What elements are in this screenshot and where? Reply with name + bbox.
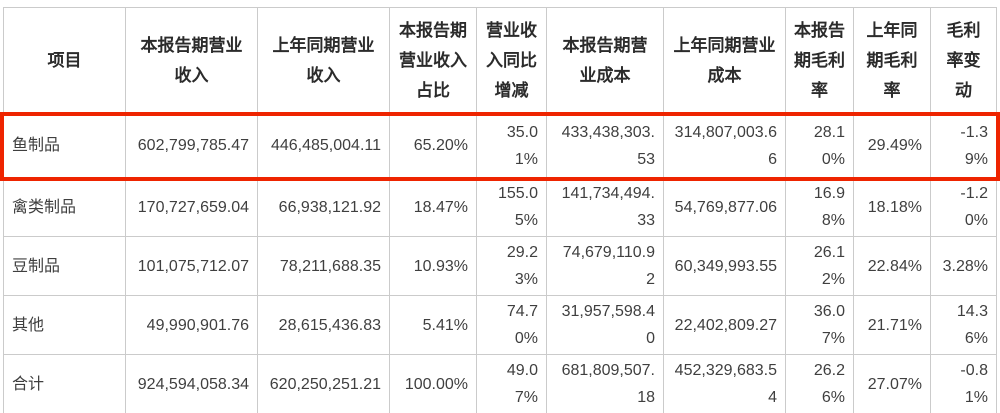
table-cell: 27.07% [853,354,931,413]
column-header-current-margin: 本报告期毛利率 [785,7,854,114]
table-cell: 74,679,110.92 [546,236,664,296]
table-cell: 29.23% [476,236,547,296]
table-row-fish: 鱼制品 602,799,785.47 446,485,004.11 65.20%… [3,113,997,178]
row-label: 禽类制品 [3,177,126,237]
table-cell: 681,809,507.18 [546,354,664,413]
table-cell: 21.71% [853,295,931,355]
table-cell: 26.26% [785,354,854,413]
segment-revenue-table: 项目 本报告期营业收入 上年同期营业收入 本报告期营业收入占比 营业收入同比增减… [3,7,997,413]
table-cell: 100.00% [389,354,477,413]
column-header-item: 项目 [3,7,126,114]
table-cell: 433,438,303.53 [546,113,664,178]
table-cell: 28.10% [785,113,854,178]
table-cell: 28,615,436.83 [257,295,390,355]
table-row-total: 合计 924,594,058.34 620,250,251.21 100.00%… [3,354,997,413]
row-label: 其他 [3,295,126,355]
table-row-other: 其他 49,990,901.76 28,615,436.83 5.41% 74.… [3,295,997,355]
table-cell: 101,075,712.07 [125,236,258,296]
table-cell: 16.98% [785,177,854,237]
table-cell: 170,727,659.04 [125,177,258,237]
table-cell: 31,957,598.40 [546,295,664,355]
table-cell: 54,769,877.06 [663,177,786,237]
table-row-poultry: 禽类制品 170,727,659.04 66,938,121.92 18.47%… [3,177,997,237]
row-label: 鱼制品 [3,113,126,178]
column-header-prior-margin: 上年同期毛利率 [853,7,931,114]
table-cell: 14.36% [930,295,997,355]
column-header-prior-revenue: 上年同期营业收入 [257,7,390,114]
table-cell: 74.70% [476,295,547,355]
table-cell: 65.20% [389,113,477,178]
table-cell: 78,211,688.35 [257,236,390,296]
table-cell: 10.93% [389,236,477,296]
table-cell: 35.01% [476,113,547,178]
header-row: 项目 本报告期营业收入 上年同期营业收入 本报告期营业收入占比 营业收入同比增减… [3,7,997,114]
table-cell: 22,402,809.27 [663,295,786,355]
table-header: 项目 本报告期营业收入 上年同期营业收入 本报告期营业收入占比 营业收入同比增减… [3,7,997,114]
table-cell: 66,938,121.92 [257,177,390,237]
table-cell: -1.20% [930,177,997,237]
table-cell: 3.28% [930,236,997,296]
table-cell: 26.12% [785,236,854,296]
table-cell: 60,349,993.55 [663,236,786,296]
table-body: 鱼制品 602,799,785.47 446,485,004.11 65.20%… [3,113,997,413]
table-cell: 924,594,058.34 [125,354,258,413]
column-header-revenue-share: 本报告期营业收入占比 [389,7,477,114]
table-cell: 446,485,004.11 [257,113,390,178]
table-cell: 36.07% [785,295,854,355]
column-header-margin-change: 毛利率变动 [930,7,997,114]
row-label: 豆制品 [3,236,126,296]
table-cell: 49,990,901.76 [125,295,258,355]
table-cell: -0.81% [930,354,997,413]
table-cell: 49.07% [476,354,547,413]
table-cell: -1.39% [930,113,997,178]
table-cell: 314,807,003.66 [663,113,786,178]
table-cell: 29.49% [853,113,931,178]
table-cell: 452,329,683.54 [663,354,786,413]
row-label: 合计 [3,354,126,413]
table-cell: 18.47% [389,177,477,237]
column-header-prior-cost: 上年同期营业成本 [663,7,786,114]
column-header-current-revenue: 本报告期营业收入 [125,7,258,114]
table-cell: 602,799,785.47 [125,113,258,178]
table-cell: 5.41% [389,295,477,355]
table-cell: 141,734,494.33 [546,177,664,237]
table-cell: 18.18% [853,177,931,237]
column-header-current-cost: 本报告期营业成本 [546,7,664,114]
table-cell: 155.05% [476,177,547,237]
column-header-revenue-yoy: 营业收入同比增减 [476,7,547,114]
table-cell: 620,250,251.21 [257,354,390,413]
table-cell: 22.84% [853,236,931,296]
table-row-bean: 豆制品 101,075,712.07 78,211,688.35 10.93% … [3,236,997,296]
